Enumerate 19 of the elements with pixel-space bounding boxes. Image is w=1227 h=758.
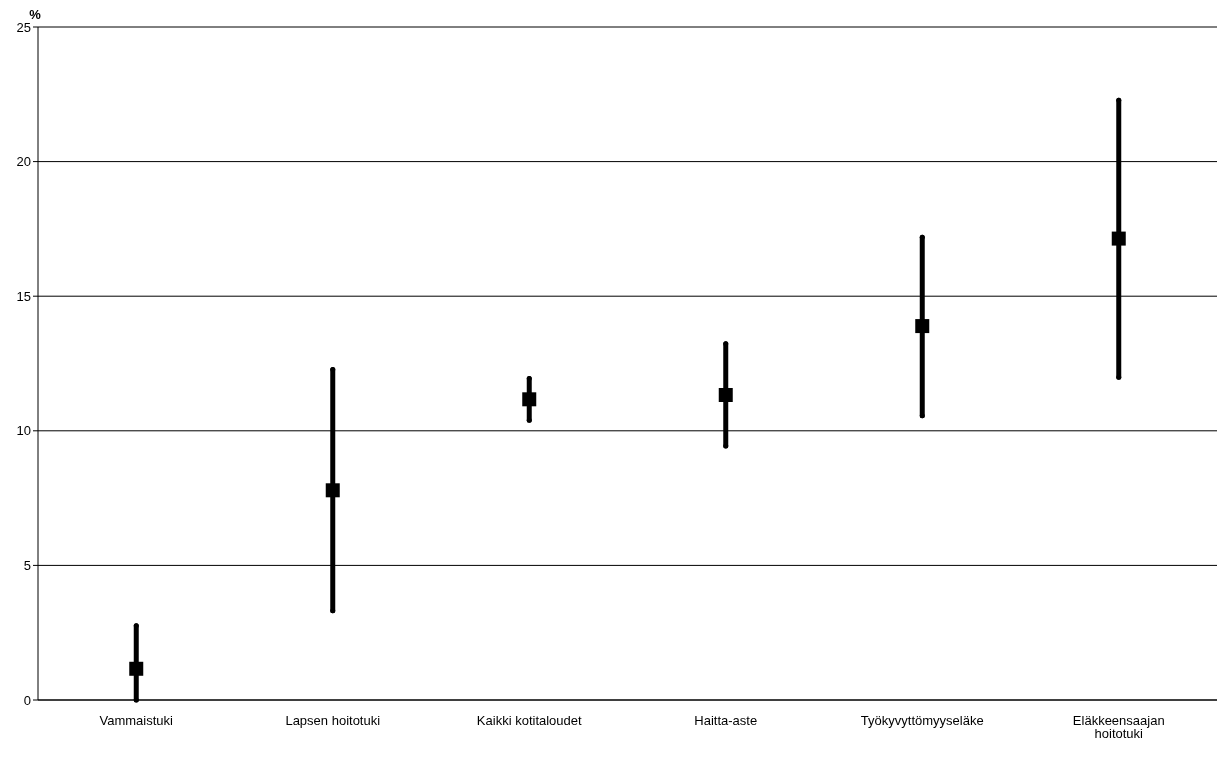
y-tick-label: 0	[23, 692, 31, 708]
y-tick-label: 5	[23, 558, 31, 574]
y-tick-label: 10	[16, 423, 31, 439]
x-tick-label: Haitta-aste	[694, 713, 758, 729]
y-tick-label: 25	[16, 19, 31, 35]
point	[1111, 231, 1126, 246]
x-tick-label: Vammaistuki	[99, 713, 174, 729]
point	[129, 661, 144, 676]
y-tick-label: 15	[16, 288, 31, 304]
y-axis-title: %	[29, 7, 42, 22]
point	[718, 388, 733, 402]
x-tick-label: Eläkkeensaajan hoitotuki	[1072, 713, 1165, 742]
point	[522, 392, 537, 407]
x-tick-label: Työkyvyttömyyseläke	[860, 713, 984, 729]
point	[325, 483, 340, 498]
y-tick-label: 20	[16, 154, 31, 170]
point	[915, 319, 930, 334]
x-tick-label: Kaikki kotitaloudet	[476, 713, 583, 729]
x-tick-label: Lapsen hoitotuki	[285, 713, 381, 729]
